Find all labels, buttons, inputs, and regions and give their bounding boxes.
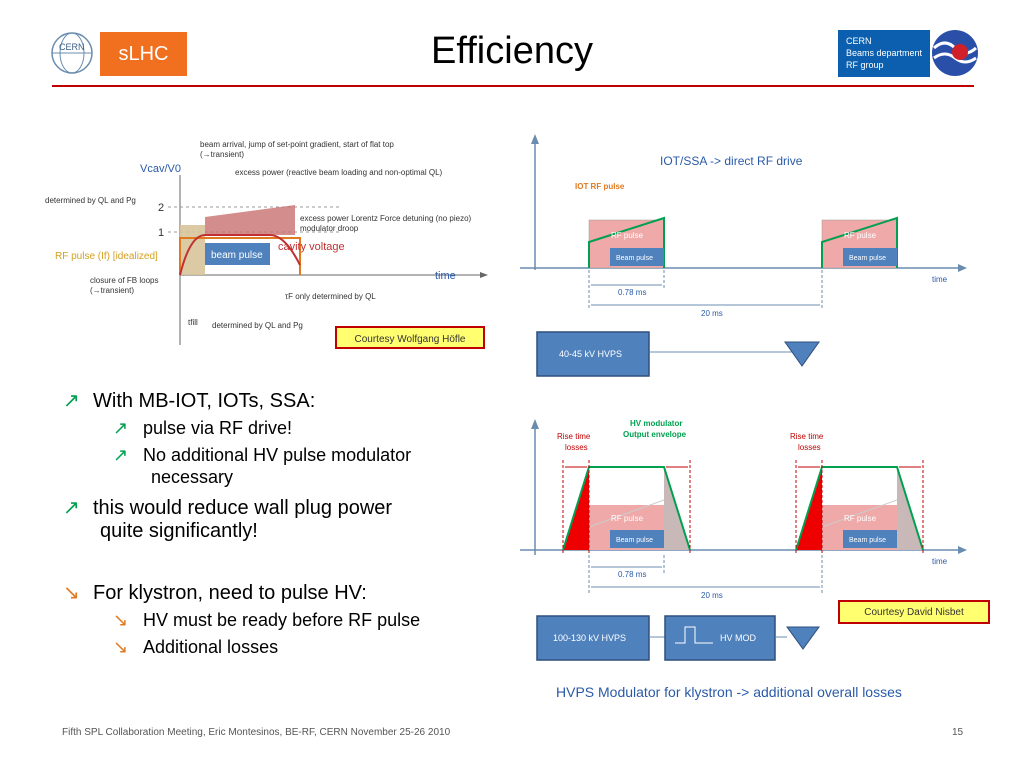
dt-short-label: 0.78 ms bbox=[618, 570, 646, 579]
sub-bullet: ↘ HV must be ready before RF pulse bbox=[113, 610, 420, 631]
note-determined-top: determined by QL and Pg bbox=[45, 196, 136, 205]
sub-bullet: ↘ Additional losses bbox=[113, 637, 278, 658]
note-tau: τF only determined by QL bbox=[285, 292, 376, 301]
rf-pulse-idealized-label: RF pulse (If) [idealized] bbox=[55, 251, 158, 262]
page-number: 15 bbox=[952, 727, 964, 738]
note-determined-bottom: determined by QL and Pg bbox=[212, 321, 303, 330]
losses-label: losses bbox=[565, 443, 588, 452]
y-axis-label: Vcav/V0 bbox=[140, 163, 181, 175]
dt-long-label: 20 ms bbox=[701, 591, 723, 600]
down-arrow-icon: ↘ bbox=[113, 637, 129, 657]
losses-label: losses bbox=[798, 443, 821, 452]
page-title: Efficiency bbox=[431, 30, 593, 72]
tfill-label: tfill bbox=[188, 318, 198, 327]
courtesy-hofle: Courtesy Wolfgang Höfle bbox=[335, 326, 485, 349]
bullet-text: With MB-IOT, IOTs, SSA: bbox=[93, 390, 316, 412]
iot-title: IOT/SSA -> direct RF drive bbox=[660, 154, 803, 168]
hvps-label: 40-45 kV HVPS bbox=[559, 349, 622, 359]
note-excess: excess power (reactive beam loading and … bbox=[235, 168, 443, 177]
klystron-diagram: HV modulator Output envelope Rise time l… bbox=[520, 419, 967, 661]
slhc-badge: sLHC bbox=[100, 32, 187, 76]
hvps-label: 100-130 kV HVPS bbox=[553, 633, 626, 643]
svg-text:CERN: CERN bbox=[59, 42, 85, 52]
up-arrow-icon: ↗ bbox=[113, 418, 129, 438]
note-fb-2: (→transient) bbox=[90, 286, 134, 295]
beam-pulse-label: Beam pulse bbox=[616, 537, 653, 544]
up-arrow-icon: ↗ bbox=[63, 390, 80, 412]
bullet-text: pulse via RF drive! bbox=[143, 418, 293, 438]
cern-line: Beams department bbox=[846, 48, 923, 58]
bullet: ↗ With MB-IOT, IOTs, SSA: bbox=[63, 388, 315, 413]
tick-1: 1 bbox=[158, 227, 164, 239]
hv-mod-label: HV MOD bbox=[720, 633, 757, 643]
down-arrow-icon: ↘ bbox=[63, 582, 80, 604]
iot-diagram: IOT/SSA -> direct RF drive IOT RF pulse … bbox=[520, 134, 967, 377]
rise-time-label: Rise time bbox=[557, 432, 591, 441]
beam-pulse-label: Beam pulse bbox=[849, 255, 886, 262]
hv-mod-title-1: HV modulator bbox=[630, 419, 682, 428]
rf-group-logo bbox=[932, 30, 978, 76]
note-droop: modulator droop bbox=[300, 224, 359, 233]
note-lorentz: excess power Lorentz Force detuning (no … bbox=[300, 214, 472, 223]
time-label: time bbox=[932, 275, 948, 284]
bullet-list: ↗ With MB-IOT, IOTs, SSA: ↗ pulse via RF d… bbox=[58, 388, 498, 678]
hv-mod-title-2: Output envelope bbox=[623, 430, 687, 439]
bullet-text: HV must be ready before RF pulse bbox=[143, 610, 421, 630]
bullet-continuation: quite significantly! bbox=[100, 520, 258, 542]
tick-2: 2 bbox=[158, 202, 164, 214]
bullet-text: No additional HV pulse modulator bbox=[143, 445, 412, 465]
rf-pulse-label: RF pulse bbox=[611, 514, 644, 523]
up-arrow-icon: ↗ bbox=[63, 497, 80, 519]
bullet-continuation: necessary bbox=[151, 467, 234, 487]
note-arrival: beam arrival, jump of set-point gradient… bbox=[200, 140, 394, 149]
rf-pulse-label: RF pulse bbox=[844, 231, 877, 240]
courtesy-nisbet: Courtesy David Nisbet bbox=[838, 600, 990, 624]
cern-line: CERN bbox=[846, 36, 872, 46]
note-fb: closure of FB loops bbox=[90, 276, 158, 285]
bullet-text: For klystron, need to pulse HV: bbox=[93, 582, 367, 604]
rf-pulse-label: RF pulse bbox=[611, 231, 644, 240]
cern-group-box: CERN Beams department RF group bbox=[838, 30, 930, 77]
up-arrow-icon: ↗ bbox=[113, 445, 129, 465]
sub-bullet: ↗ No additional HV pulse modulator bbox=[113, 445, 411, 466]
dt-short-label: 0.78 ms bbox=[618, 288, 646, 297]
beam-pulse-label: Beam pulse bbox=[616, 255, 653, 262]
bullet: ↗ this would reduce wall plug power bbox=[63, 495, 392, 520]
bullet: ↘ For klystron, need to pulse HV: bbox=[63, 580, 367, 605]
rf-pulse-figure: Vcav/V0 2 1 beam pulse cavity voltage be… bbox=[45, 140, 488, 345]
bullet-text: Additional losses bbox=[143, 637, 279, 657]
sub-bullet: ↗ pulse via RF drive! bbox=[113, 418, 292, 439]
iot-rf-pulse-label: IOT RF pulse bbox=[575, 182, 625, 191]
rise-time-label: Rise time bbox=[790, 432, 824, 441]
rf-pulse-label: RF pulse bbox=[844, 514, 877, 523]
beam-pulse-label: beam pulse bbox=[211, 250, 263, 261]
time-label: time bbox=[435, 270, 456, 282]
time-label: time bbox=[932, 557, 948, 566]
cavity-voltage-label: cavity voltage bbox=[278, 241, 345, 253]
cern-logo: CERN bbox=[51, 32, 93, 74]
header-rule bbox=[52, 85, 974, 87]
footer-text: Fifth SPL Collaboration Meeting, Eric Mo… bbox=[62, 727, 451, 738]
dt-long-label: 20 ms bbox=[701, 309, 723, 318]
beam-pulse-label: Beam pulse bbox=[849, 537, 886, 544]
klystron-caption: HVPS Modulator for klystron -> additiona… bbox=[556, 684, 902, 700]
cern-line: RF group bbox=[846, 60, 884, 70]
down-arrow-icon: ↘ bbox=[113, 610, 129, 630]
bullet-text: this would reduce wall plug power bbox=[93, 497, 393, 519]
note-arrival-2: (→transient) bbox=[200, 150, 244, 159]
